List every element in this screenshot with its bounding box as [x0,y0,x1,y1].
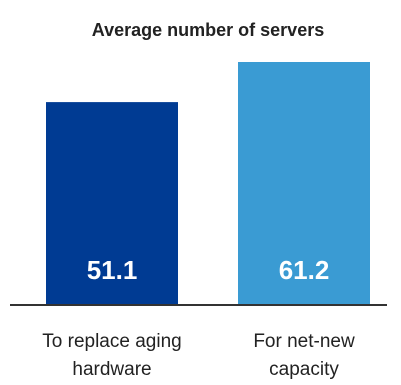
value-label-1: 51.1 [87,255,138,285]
value-label-2: 61.2 [279,255,330,285]
category-label-2-line-1: For net-new [253,331,355,352]
chart-title: Average number of servers [92,20,324,40]
bar-2 [238,62,370,305]
bars-group: 51.1 61.2 [46,62,370,306]
bar-1 [46,102,178,306]
category-labels: To replace aging hardware For net-new capac… [42,331,355,380]
category-label-1-line-1: To replace aging [42,331,181,352]
category-label-2-line-2: capacity [269,359,339,380]
category-label-1-line-2: hardware [72,359,151,380]
